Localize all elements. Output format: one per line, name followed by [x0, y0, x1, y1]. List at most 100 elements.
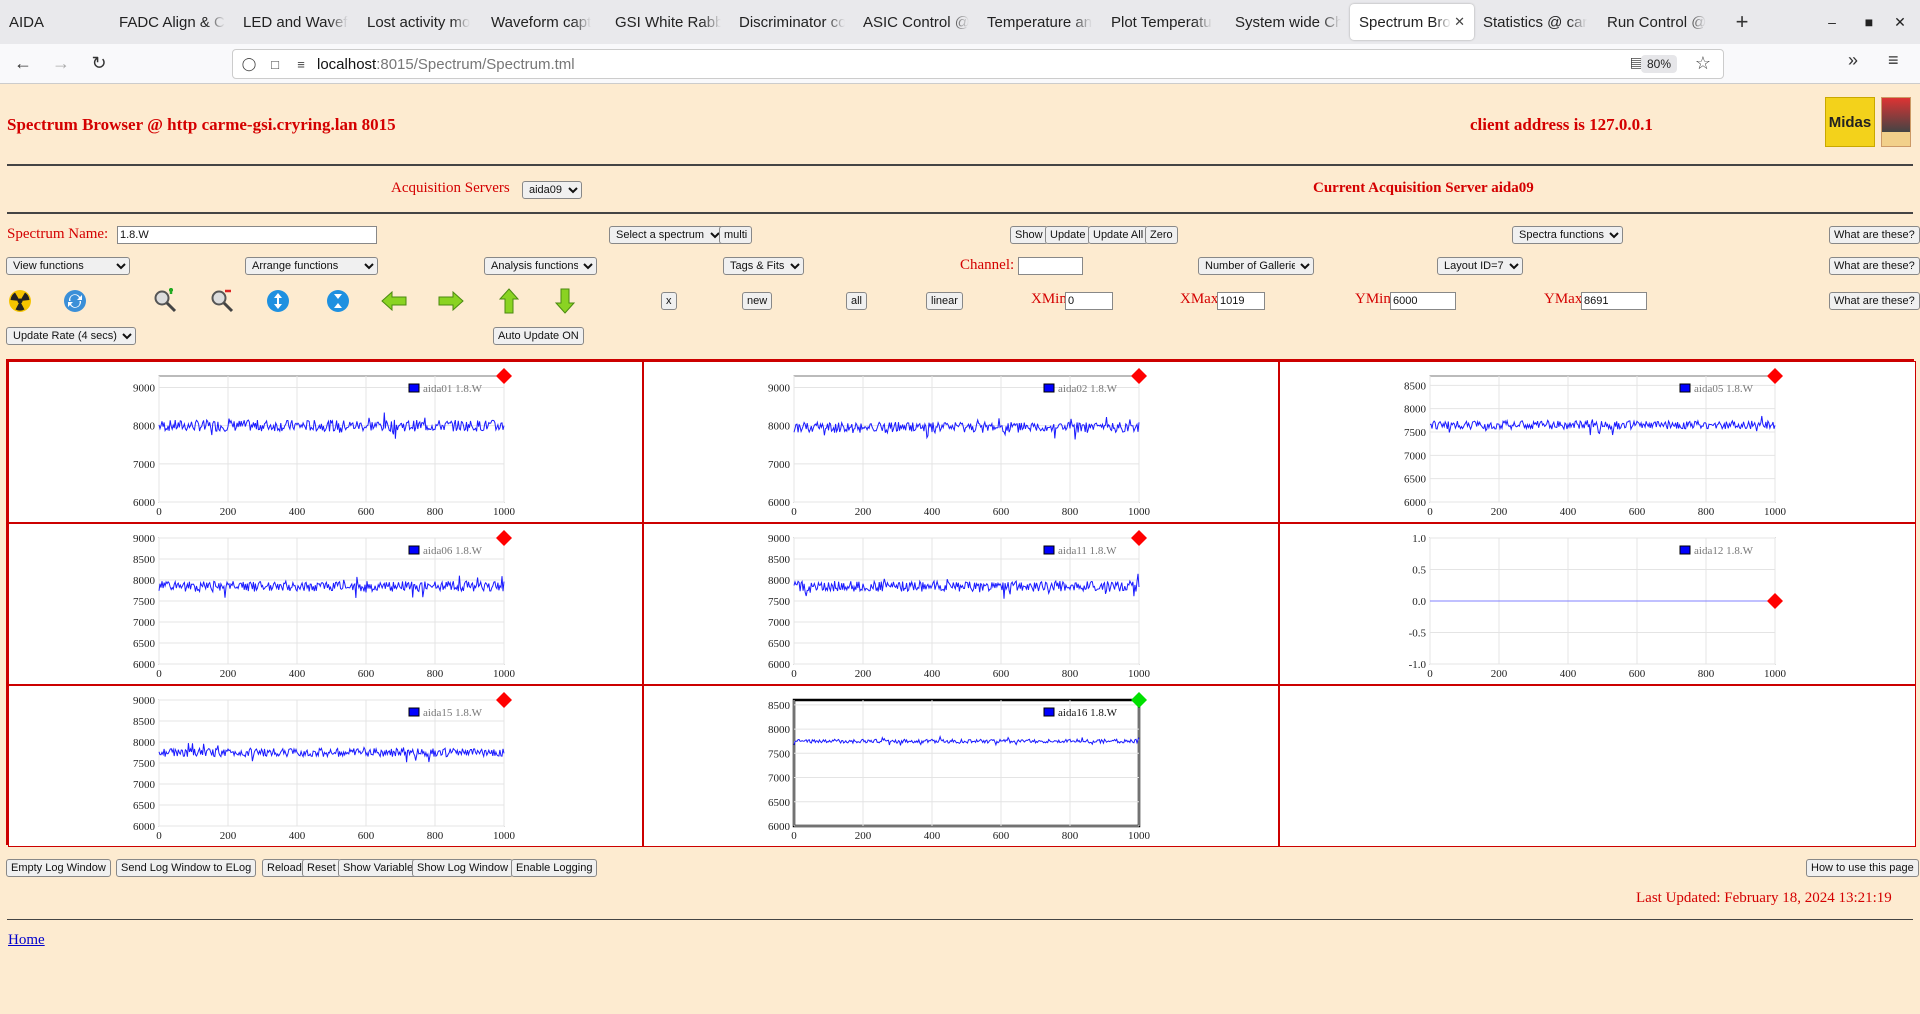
- footer-button-2[interactable]: Reload: [262, 859, 307, 877]
- browser-tab-strip: AIDA FADC Align & C LED and Wavef Lost act…: [0, 0, 1920, 44]
- y-tick-label: 6000: [133, 497, 156, 509]
- browser-tab[interactable]: Discriminator co: [730, 4, 854, 40]
- how-to-use-button[interactable]: How to use this page: [1806, 859, 1919, 877]
- zoom-in-icon[interactable]: [151, 287, 179, 315]
- x-tick-label: 1000: [493, 830, 516, 842]
- legend-swatch: [408, 383, 420, 393]
- spectrum-cell[interactable]: 6000 6500 7000 7500 8000 8500 9000 0 200 400 600 80…: [8, 523, 643, 685]
- legend-swatch: [408, 707, 420, 717]
- maximize-icon[interactable]: ■: [1864, 14, 1874, 30]
- spectrum-cell[interactable]: 6000 6500 7000 7500 8000 8500 0 200 400 600 800 100…: [1279, 361, 1916, 523]
- spectrum-cell[interactable]: 6000 6500 7000 7500 8000 8500 9000 0 200 400 600 80…: [8, 685, 643, 847]
- legend-swatch: [1679, 545, 1691, 555]
- up-arrow-icon[interactable]: [495, 287, 523, 315]
- update-all-button[interactable]: Update All: [1088, 226, 1149, 244]
- browser-tab[interactable]: Run Control @: [1598, 4, 1722, 40]
- url-bar[interactable]: ◯ □ ≡ localhost:8015/Spectrum/Spectrum.t…: [232, 49, 1724, 79]
- browser-tab[interactable]: LED and Wavef: [234, 4, 358, 40]
- expand-y-icon[interactable]: [264, 287, 292, 315]
- what-are-these-button-3[interactable]: What are these?: [1829, 292, 1920, 310]
- arrange-functions-dropdown[interactable]: Arrange functions: [245, 257, 378, 275]
- close-tab-icon[interactable]: ✕: [1454, 14, 1465, 29]
- new-button[interactable]: new: [742, 292, 773, 310]
- zoom-out-icon[interactable]: [208, 287, 236, 315]
- channel-input[interactable]: [1018, 257, 1083, 275]
- update-rate-dropdown[interactable]: Update Rate (4 secs): [6, 327, 136, 345]
- auto-update-button[interactable]: Auto Update ON: [493, 327, 584, 345]
- footer-button-5[interactable]: Show Log Window: [412, 859, 514, 877]
- footer-button-6[interactable]: Enable Logging: [511, 859, 598, 877]
- footer-button-0[interactable]: Empty Log Window: [6, 859, 111, 877]
- y-tick-label: 6500: [1404, 474, 1427, 486]
- linear-button[interactable]: linear: [926, 292, 963, 310]
- browser-tab[interactable]: System wide Ch: [1226, 4, 1350, 40]
- refresh-icon[interactable]: [61, 287, 89, 315]
- ymax-input[interactable]: [1581, 292, 1647, 310]
- layout-dropdown[interactable]: Layout ID=7: [1437, 257, 1523, 275]
- browser-tab[interactable]: GSI White Rabb: [606, 4, 730, 40]
- menu-icon[interactable]: ≡: [1888, 50, 1899, 70]
- channel-label: Channel:: [960, 257, 1015, 273]
- compress-y-icon[interactable]: [324, 287, 352, 315]
- ymin-input[interactable]: [1390, 292, 1456, 310]
- acq-server-select[interactable]: aida09: [522, 181, 582, 199]
- show-button[interactable]: Show: [1010, 226, 1048, 244]
- legend-label: aida02 1.8.W: [1058, 383, 1118, 395]
- spectrum-cell[interactable]: 6000 7000 8000 9000 0 200 400 600 800 1000 aida02 …: [643, 361, 1279, 523]
- overflow-chevron-icon[interactable]: »: [1848, 50, 1859, 70]
- x-tick-label: 0: [791, 668, 797, 680]
- back-icon[interactable]: ←: [14, 53, 32, 73]
- spectrum-cell[interactable]: 6000 7000 8000 9000 0 200 400 600 800 1000 aida01 …: [8, 361, 643, 523]
- status-marker: [1767, 593, 1783, 609]
- close-window-icon[interactable]: ✕: [1894, 13, 1906, 30]
- footer-button-4[interactable]: Show Variables: [338, 859, 424, 877]
- reload-icon[interactable]: ↻: [91, 53, 107, 73]
- footer-button-1[interactable]: Send Log Window to ELog: [116, 859, 257, 877]
- update-button[interactable]: Update: [1045, 226, 1091, 244]
- x-tick-label: 400: [924, 830, 941, 842]
- reader-mode-icon[interactable]: ▤: [1629, 54, 1643, 70]
- tags-fits-dropdown[interactable]: Tags & Fits: [723, 257, 804, 275]
- what-are-these-button-1[interactable]: What are these?: [1829, 226, 1920, 244]
- home-link[interactable]: Home: [8, 932, 45, 948]
- bookmark-star-icon[interactable]: ☆: [1694, 53, 1711, 73]
- legend-label: aida15 1.8.W: [423, 707, 483, 719]
- browser-tab[interactable]: Temperature an: [978, 4, 1102, 40]
- spectrum-cell[interactable]: 6000 6500 7000 7500 8000 8500 0 200 400 600 800 100…: [643, 685, 1279, 847]
- footer-button-3[interactable]: Reset: [302, 859, 341, 877]
- browser-tab[interactable]: Spectrum Bro ✕: [1350, 4, 1474, 40]
- browser-tab[interactable]: FADC Align & C: [110, 4, 234, 40]
- y-tick-label: 8000: [768, 575, 791, 587]
- down-arrow-icon[interactable]: [551, 287, 579, 315]
- spectrum-name-input[interactable]: [117, 226, 377, 244]
- what-are-these-button-2[interactable]: What are these?: [1829, 257, 1920, 275]
- view-functions-dropdown[interactable]: View functions: [6, 257, 130, 275]
- browser-tab[interactable]: Statistics @ car: [1474, 4, 1598, 40]
- spectrum-cell[interactable]: 6000 6500 7000 7500 8000 8500 9000 0 200 400 600 80…: [643, 523, 1279, 685]
- zoom-level[interactable]: 80%: [1640, 55, 1677, 73]
- browser-tab[interactable]: Waveform capt: [482, 4, 606, 40]
- browser-tab[interactable]: ASIC Control @: [854, 4, 978, 40]
- spectra-functions-dropdown[interactable]: Spectra functions: [1512, 226, 1623, 244]
- y-tick-label: 7000: [768, 617, 791, 629]
- new-tab-button[interactable]: +: [1735, 9, 1749, 34]
- select-spectrum-dropdown[interactable]: Select a spectrum: [609, 226, 724, 244]
- x-tick-label: 800: [1062, 506, 1079, 518]
- x-button[interactable]: x: [661, 292, 677, 310]
- x-tick-label: 400: [1560, 668, 1577, 680]
- zero-button[interactable]: Zero: [1145, 226, 1178, 244]
- forward-icon[interactable]: →: [52, 53, 70, 73]
- browser-tab[interactable]: Lost activity mo: [358, 4, 482, 40]
- all-button[interactable]: all: [846, 292, 868, 310]
- browser-tab[interactable]: Plot Temperatu: [1102, 4, 1226, 40]
- xmax-input[interactable]: [1217, 292, 1265, 310]
- right-arrow-icon[interactable]: [437, 287, 465, 315]
- radiation-icon[interactable]: [6, 287, 34, 315]
- xmin-input[interactable]: [1065, 292, 1113, 310]
- minimize-icon[interactable]: –: [1828, 14, 1836, 30]
- multi-button[interactable]: multi: [719, 226, 753, 244]
- left-arrow-icon[interactable]: [380, 287, 408, 315]
- analysis-functions-dropdown[interactable]: Analysis functions: [484, 257, 597, 275]
- spectrum-cell[interactable]: -1.0 -0.5 0.0 0.5 1.0 0 200 400 600 800 1000 aida12…: [1279, 523, 1916, 685]
- number-of-galleries-dropdown[interactable]: Number of Galleries: [1198, 257, 1314, 275]
